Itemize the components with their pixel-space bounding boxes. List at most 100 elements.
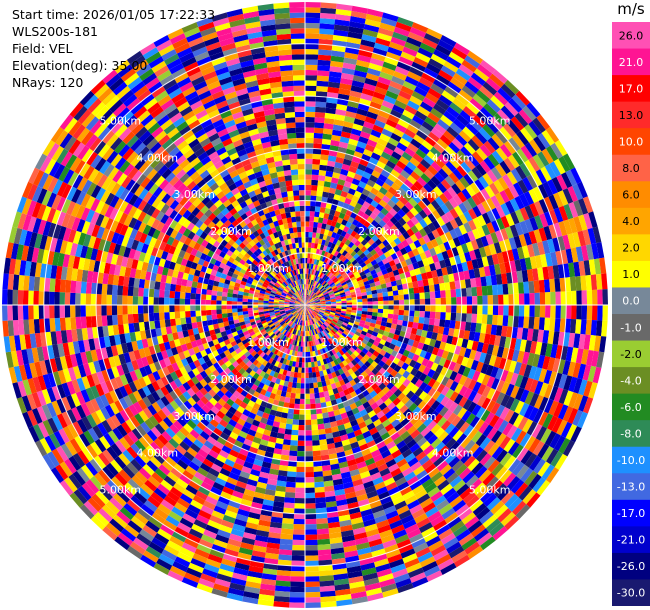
gate-cell	[305, 581, 320, 588]
gate-cell	[316, 283, 321, 289]
gate-cell	[423, 285, 430, 293]
gate-cell	[499, 143, 513, 158]
gate-cell	[399, 196, 409, 206]
gate-cell	[502, 315, 509, 327]
gate-cell	[542, 181, 554, 197]
gate-cell	[414, 254, 423, 262]
gate-cell	[464, 278, 472, 289]
gate-cell	[537, 267, 544, 281]
gate-cell	[514, 222, 524, 236]
gate-cell	[421, 140, 434, 151]
gate-cell	[349, 183, 359, 191]
gate-cell	[382, 309, 389, 314]
gate-cell	[437, 168, 449, 180]
gate-cell	[407, 142, 419, 153]
gate-cell	[405, 276, 413, 284]
gate-cell	[321, 280, 326, 286]
gate-cell	[557, 190, 569, 206]
gate-cell	[398, 156, 410, 166]
gate-cell	[522, 105, 537, 121]
gate-cell	[458, 89, 473, 102]
gate-cell	[554, 318, 561, 332]
gate-cell	[438, 193, 449, 204]
gate-cell	[328, 253, 334, 260]
gate-cell	[460, 288, 467, 297]
gate-cell	[569, 276, 577, 292]
gate-cell	[306, 295, 309, 301]
gate-cell	[463, 210, 473, 222]
gate-cell	[294, 508, 305, 514]
gate-cell	[377, 296, 384, 302]
gate-cell	[314, 281, 319, 287]
gate-cell	[449, 320, 456, 329]
gate-cell	[315, 302, 321, 304]
gate-cell	[486, 99, 501, 113]
gate-cell	[428, 318, 435, 326]
gate-cell	[441, 267, 449, 276]
gate-cell	[371, 52, 386, 62]
gate-cell	[346, 300, 352, 303]
gate-cell	[481, 200, 492, 213]
gate-cell	[385, 142, 397, 152]
gate-cell	[367, 275, 374, 281]
gate-cell	[312, 148, 322, 155]
gate-cell	[372, 91, 386, 101]
gate-cell	[363, 148, 373, 158]
gate-cell	[328, 259, 334, 266]
gate-cell	[290, 581, 305, 588]
gate-cell	[490, 95, 505, 110]
gate-cell	[355, 256, 362, 263]
gate-cell	[350, 128, 362, 137]
gate-cell	[312, 450, 321, 457]
gate-cell	[305, 398, 311, 405]
gate-cell	[388, 309, 394, 315]
gate-cell	[503, 305, 509, 316]
gate-cell	[466, 287, 472, 297]
gate-cell	[458, 202, 468, 214]
gate-cell	[383, 95, 397, 105]
gate-cell	[508, 305, 514, 316]
gate-cell	[506, 272, 513, 284]
gate-cell	[482, 305, 488, 315]
gate-cell	[508, 184, 520, 199]
gate-cell	[502, 283, 509, 295]
gate-cell	[340, 296, 347, 300]
gate-cell	[513, 182, 524, 196]
gate-cell	[388, 137, 400, 147]
gate-cell	[534, 255, 543, 269]
gate-cell	[392, 31, 408, 42]
gate-cell	[316, 190, 323, 197]
gate-cell	[366, 262, 373, 269]
gate-cell	[373, 165, 384, 174]
gate-cell	[305, 294, 308, 300]
gate-cell	[419, 305, 426, 312]
gate-cell	[311, 419, 318, 425]
gate-cell	[305, 237, 309, 243]
gate-cell	[309, 216, 315, 222]
gate-cell	[379, 264, 387, 271]
gate-cell	[306, 295, 310, 301]
gate-cell	[317, 260, 322, 266]
gate-cell	[310, 279, 314, 286]
gate-cell	[430, 199, 441, 210]
gate-cell	[348, 165, 358, 174]
gate-cell	[278, 549, 293, 556]
gate-cell	[312, 227, 318, 233]
gate-cell	[394, 178, 404, 188]
gate-cell	[534, 200, 544, 216]
gate-cell	[381, 246, 389, 254]
gate-cell	[508, 237, 517, 250]
gate-cell	[429, 146, 442, 158]
gate-cell	[513, 305, 520, 317]
gate-cell	[305, 85, 317, 92]
gate-cell	[576, 305, 582, 320]
gate-cell	[485, 233, 494, 246]
gate-cell	[366, 139, 378, 148]
gate-cell	[323, 268, 328, 275]
gate-cell	[385, 51, 401, 62]
gate-cell	[370, 187, 379, 196]
gate-cell	[479, 160, 491, 173]
gate-cell	[333, 29, 349, 37]
gate-cell	[333, 24, 350, 32]
gate-cell	[445, 312, 452, 321]
